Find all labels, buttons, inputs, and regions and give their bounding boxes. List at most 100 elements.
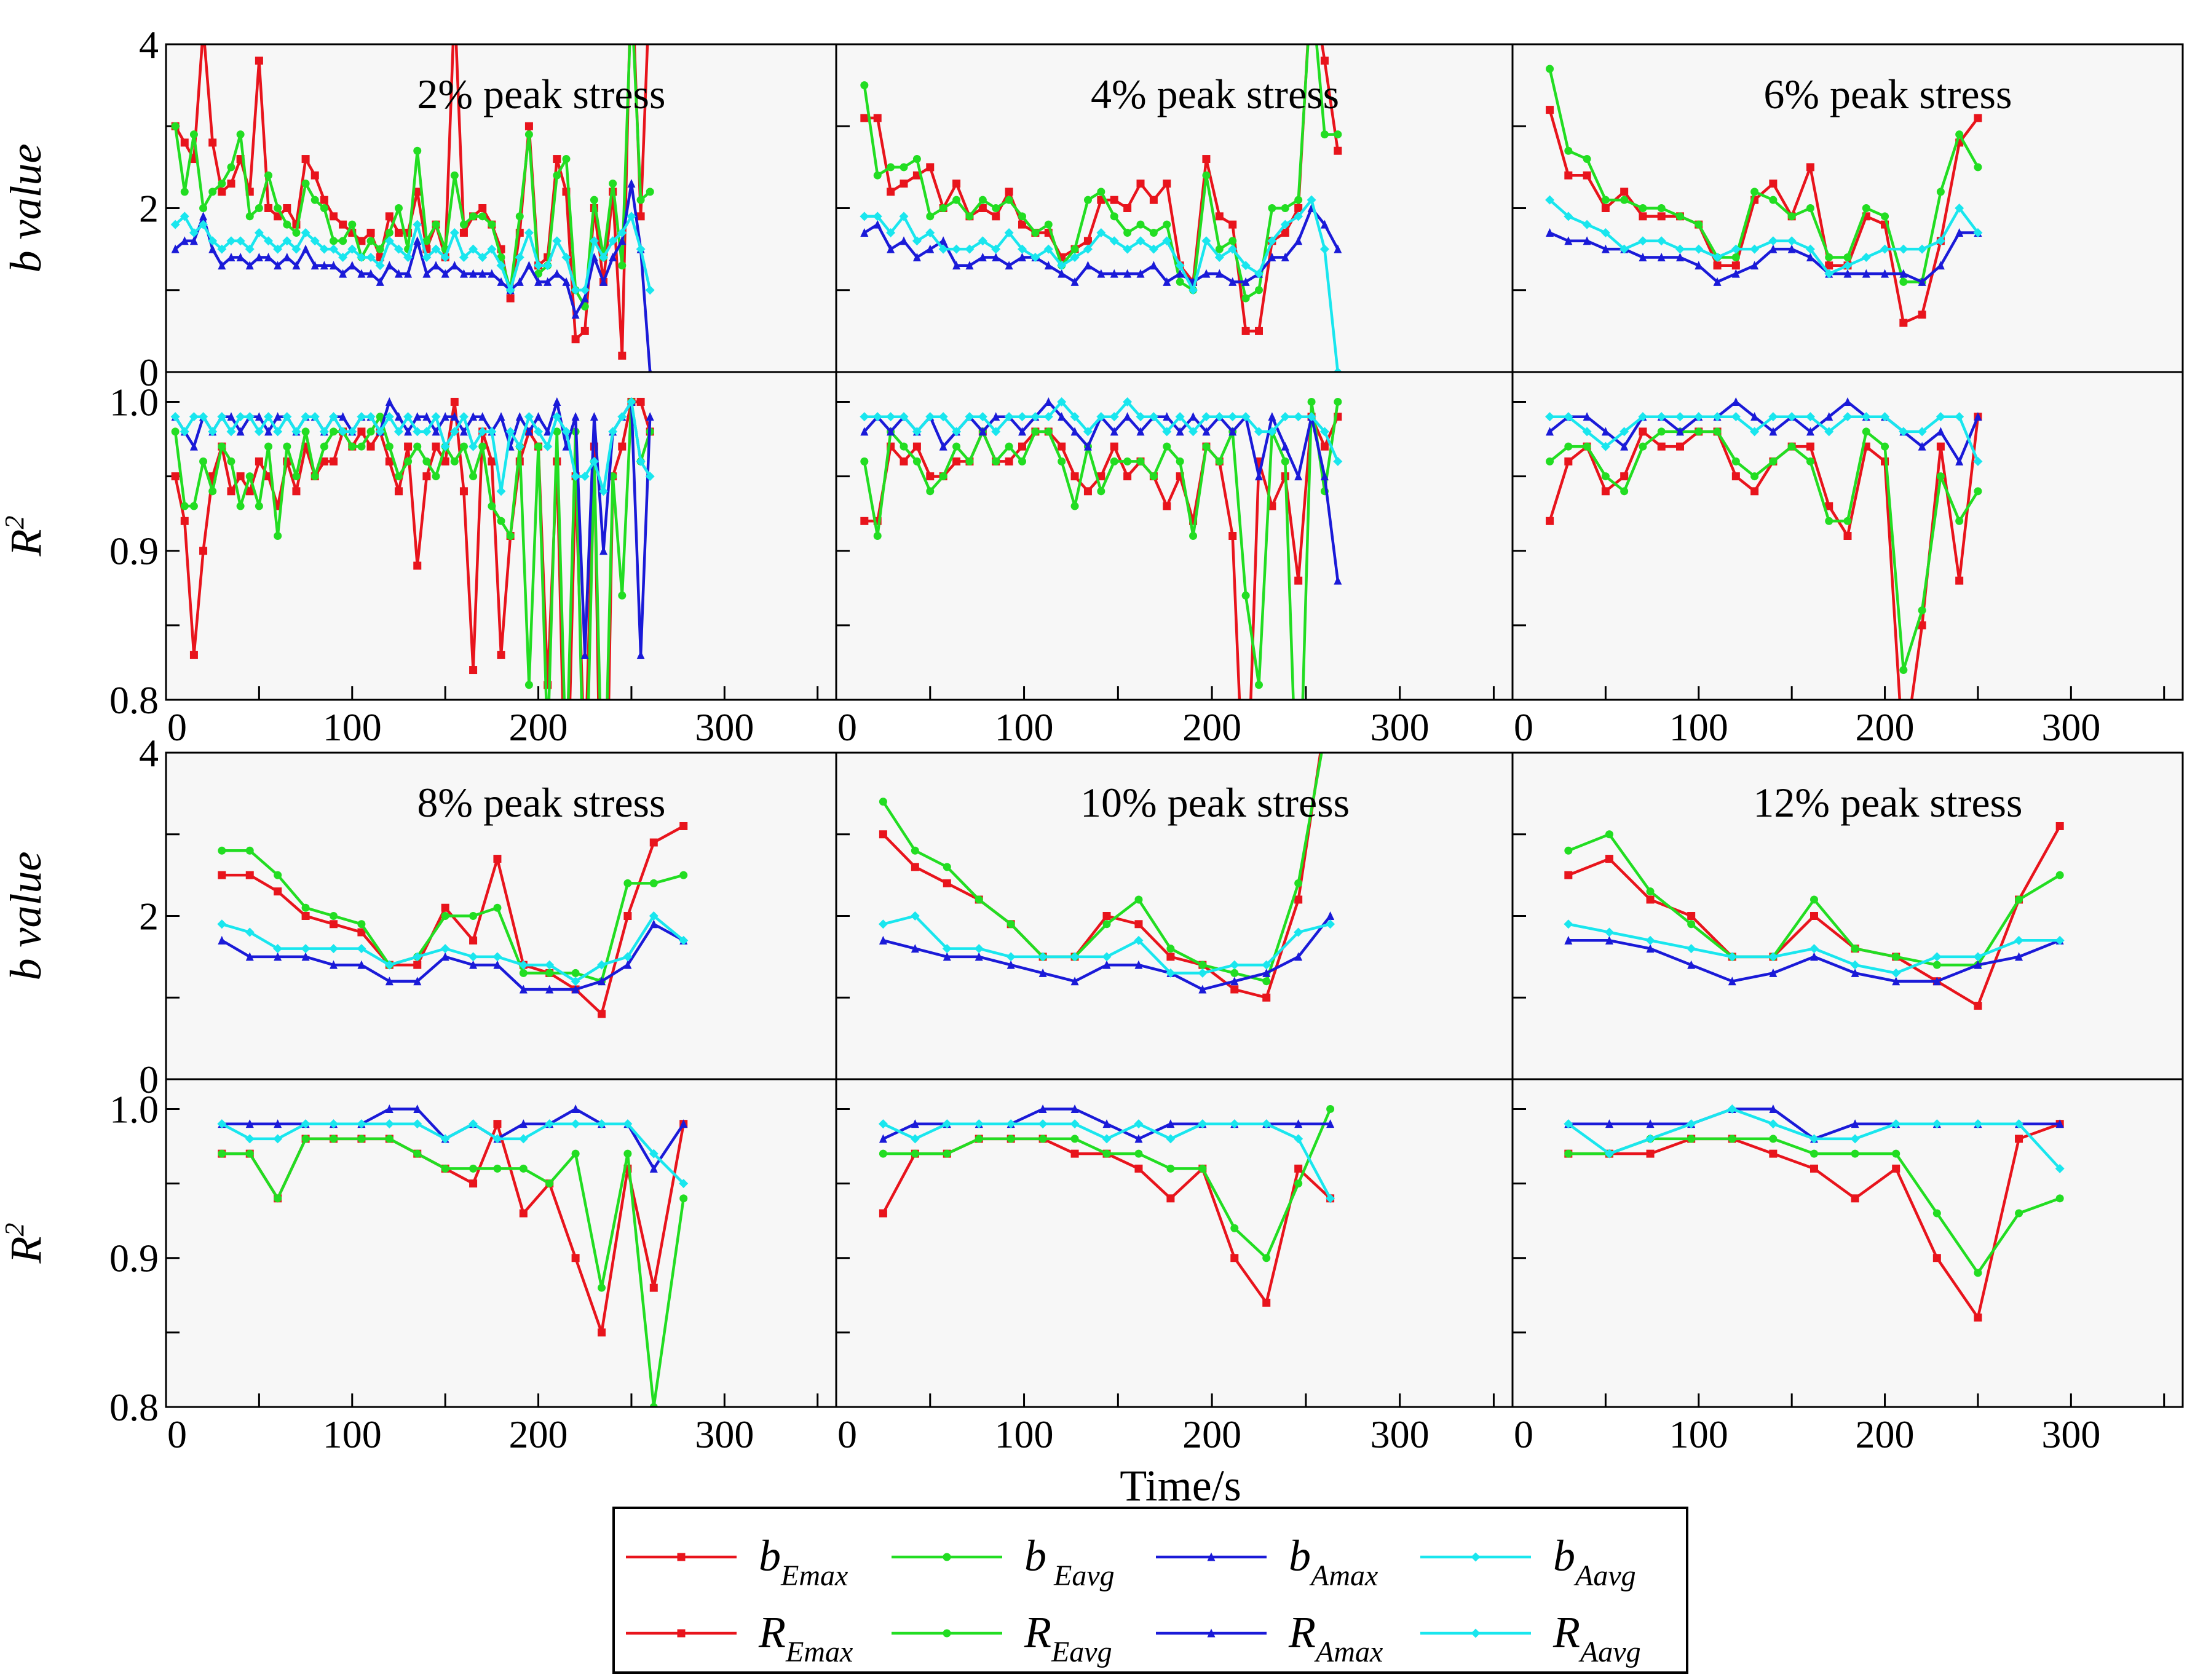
- point-R-Aavg: [571, 1119, 580, 1129]
- point-b-Aavg: [384, 960, 394, 970]
- point-b-Eavg: [1241, 294, 1250, 303]
- r2-label-sup: 2: [0, 516, 30, 529]
- point-b-Eavg: [860, 81, 869, 90]
- series-line-b-Aavg: [221, 914, 685, 983]
- point-b-Amax: [413, 977, 422, 986]
- point-R-Emax: [1639, 427, 1647, 436]
- point-R-Amax: [2055, 1119, 2064, 1128]
- legend-label: RAmax: [1288, 1607, 1383, 1668]
- point-b-Amax: [441, 952, 449, 961]
- point-b-Eavg: [320, 204, 328, 212]
- point-b-Aavg: [974, 944, 984, 954]
- point-b-Aavg: [394, 244, 403, 254]
- point-R-Emax: [1825, 502, 1833, 510]
- point-b-Eavg: [493, 903, 502, 912]
- point-R-Eavg: [1851, 1149, 1859, 1158]
- point-b-Aavg: [449, 228, 459, 237]
- point-R-Aavg: [492, 1134, 502, 1144]
- point-R-Emax: [1230, 1254, 1239, 1262]
- point-R-Aavg: [1936, 412, 1945, 422]
- point-b-Emax: [1110, 196, 1118, 204]
- y-tick-label: 0.9: [109, 1237, 159, 1280]
- point-b-Eavg: [236, 130, 245, 139]
- x-tick-label: 0: [1514, 1413, 1533, 1456]
- series-layer: [170, 44, 655, 372]
- point-R-Eavg: [422, 457, 431, 466]
- legend-label-sub: Emax: [780, 1559, 848, 1592]
- point-R-Aavg: [872, 412, 882, 422]
- point-R-Amax: [245, 1119, 254, 1128]
- plot-area: [836, 1079, 1513, 1407]
- point-b-Aavg: [645, 285, 655, 295]
- point-R-Eavg: [478, 442, 487, 451]
- point-R-Eavg: [1038, 1135, 1047, 1143]
- point-R-Eavg: [524, 681, 533, 689]
- point-b-Aavg: [384, 236, 394, 246]
- point-b-Emax: [357, 928, 366, 937]
- point-R-Emax: [1110, 442, 1118, 451]
- point-b-Aavg: [623, 952, 633, 962]
- point-R-Amax: [255, 412, 263, 421]
- point-b-Amax: [1070, 977, 1079, 986]
- point-R-Aavg: [478, 427, 488, 437]
- point-R-Aavg: [524, 412, 534, 422]
- point-b-Amax: [926, 244, 935, 253]
- point-b-Amax: [571, 310, 580, 319]
- series-layer: [217, 1104, 689, 1407]
- point-R-Eavg: [1731, 457, 1740, 466]
- point-b-Aavg: [291, 244, 301, 254]
- x-tick-label: 200: [1856, 705, 1915, 749]
- y-tick-label: 4: [139, 731, 159, 775]
- point-R-Aavg: [1109, 412, 1119, 422]
- point-R-Eavg: [264, 442, 273, 451]
- point-R-Aavg: [1656, 412, 1666, 422]
- point-b-Emax: [310, 171, 319, 180]
- point-R-Aavg: [1241, 412, 1251, 422]
- point-b-Aavg: [1687, 944, 1696, 954]
- point-b-Emax: [330, 212, 338, 221]
- point-b-Aavg: [1645, 935, 1655, 945]
- point-R-Amax: [422, 412, 431, 421]
- point-b-Amax: [627, 179, 636, 188]
- point-b-Eavg: [1731, 253, 1740, 261]
- point-R-Eavg: [1918, 606, 1926, 615]
- point-b-Eavg: [218, 846, 226, 855]
- point-R-Amax: [1601, 427, 1610, 436]
- series-layer: [1545, 65, 1983, 327]
- point-b-Emax: [1769, 180, 1778, 188]
- point-b-Emax: [1230, 985, 1239, 994]
- point-R-Eavg: [1750, 472, 1759, 481]
- panel-title: 4% peak stress: [1091, 71, 1339, 117]
- point-R-Emax: [1228, 532, 1237, 540]
- point-R-Eavg: [1620, 487, 1629, 496]
- point-R-Eavg: [1695, 427, 1703, 436]
- series-line-b-Amax: [174, 182, 652, 372]
- point-b-Aavg: [496, 261, 506, 271]
- point-b-Emax: [1687, 912, 1696, 920]
- point-b-Eavg: [199, 204, 208, 212]
- point-R-Eavg: [912, 457, 921, 466]
- point-b-Eavg: [636, 196, 645, 204]
- point-b-Amax: [1974, 960, 1982, 969]
- point-R-Aavg: [1043, 412, 1053, 422]
- point-b-Amax: [1750, 261, 1759, 270]
- point-b-Aavg: [1932, 952, 1942, 962]
- point-R-Eavg: [199, 457, 208, 466]
- point-b-Emax: [879, 830, 887, 839]
- point-R-Aavg: [440, 442, 450, 451]
- point-R-Amax: [1843, 397, 1852, 406]
- series-line-b-Eavg: [173, 44, 651, 308]
- legend-label-main: b: [759, 1531, 781, 1580]
- point-R-Eavg: [227, 457, 235, 466]
- point-R-Eavg: [911, 1149, 919, 1158]
- point-b-Aavg: [413, 220, 422, 229]
- point-b-Eavg: [1202, 171, 1211, 180]
- point-R-Aavg: [1861, 412, 1871, 422]
- point-R-Amax: [1583, 412, 1591, 421]
- point-b-Amax: [609, 252, 617, 261]
- point-R-Aavg: [878, 1119, 888, 1129]
- point-b-Amax: [497, 277, 505, 286]
- point-b-Emax: [413, 961, 422, 969]
- point-R-Eavg: [1176, 457, 1184, 466]
